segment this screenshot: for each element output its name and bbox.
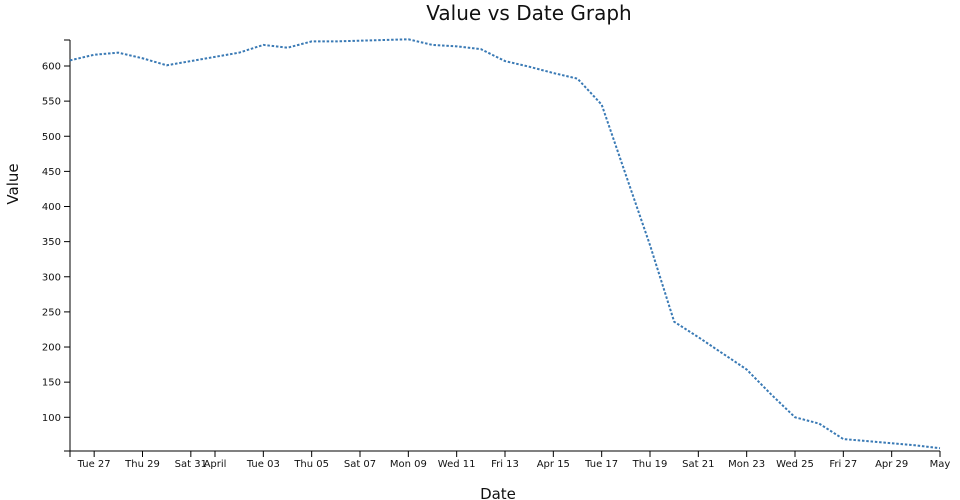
x-tick-label: Tue 03 xyxy=(246,459,280,470)
x-tick-label: Fri 13 xyxy=(491,459,519,470)
x-tick-label: Sat 21 xyxy=(682,459,714,470)
series-line xyxy=(69,38,941,450)
x-tick-label: Thu 05 xyxy=(293,459,329,470)
x-tick-label: Fri 27 xyxy=(829,459,857,470)
y-tick-label: 450 xyxy=(42,167,61,178)
x-axis-label: Date xyxy=(480,485,516,500)
plot-area: 100 150 200 250 300 350 400 450 500 550 600 Tue 27… xyxy=(42,38,951,470)
x-tick-label: Thu 29 xyxy=(124,459,160,470)
chart-title: Value vs Date Graph xyxy=(426,1,631,25)
x-tick-label: Wed 11 xyxy=(438,459,476,470)
y-tick-label: 250 xyxy=(42,307,61,318)
x-tick-label: Apr 15 xyxy=(537,459,570,470)
y-tick-label: 350 xyxy=(42,237,61,248)
y-axis: 100 150 200 250 300 350 400 450 500 550 600 xyxy=(42,39,70,452)
y-tick-label: 200 xyxy=(42,343,61,354)
y-tick-label: 500 xyxy=(42,132,61,143)
x-tick-label: Tue 27 xyxy=(77,459,111,470)
x-tick-label: Sat 07 xyxy=(344,459,376,470)
y-tick-label: 600 xyxy=(42,61,61,72)
y-tick-label: 150 xyxy=(42,378,61,389)
x-tick-label: Apr 29 xyxy=(875,459,908,470)
x-tick-label: Mon 23 xyxy=(728,459,765,470)
y-tick-label: 300 xyxy=(42,272,61,283)
x-tick-label: Wed 25 xyxy=(776,459,814,470)
y-tick-label: 550 xyxy=(42,97,61,108)
x-tick-label: Sat 31 xyxy=(175,459,207,470)
y-tick-label: 400 xyxy=(42,202,61,213)
y-tick-label: 100 xyxy=(42,413,61,424)
x-tick-label: Mon 09 xyxy=(390,459,427,470)
x-tick-label: Tue 17 xyxy=(584,459,618,470)
x-tick-label: Thu 19 xyxy=(632,459,668,470)
y-axis-label: Value xyxy=(4,163,22,204)
x-tick-label: April xyxy=(204,459,227,470)
x-tick-label: May xyxy=(930,459,951,470)
